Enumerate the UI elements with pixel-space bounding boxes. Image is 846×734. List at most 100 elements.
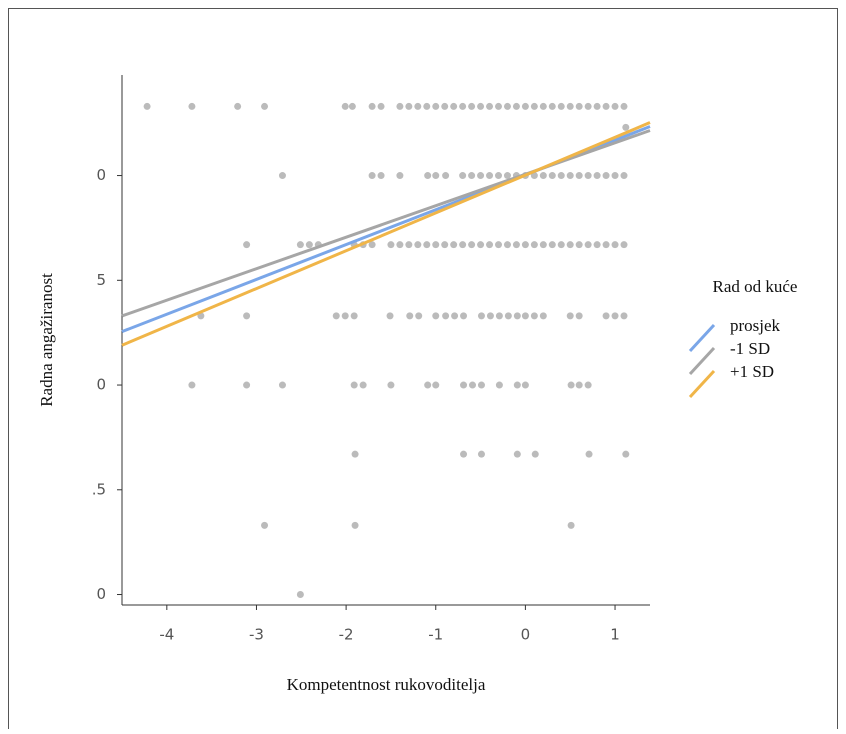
legend-swatch xyxy=(688,369,716,399)
point xyxy=(350,381,358,389)
x-tick-label: -2 xyxy=(339,626,354,644)
point xyxy=(296,591,304,599)
point xyxy=(593,241,601,249)
point xyxy=(575,172,583,180)
point xyxy=(567,521,575,529)
point xyxy=(504,312,512,320)
point xyxy=(539,172,547,180)
point xyxy=(513,381,521,389)
point xyxy=(611,241,619,249)
point xyxy=(575,102,583,110)
point xyxy=(584,172,592,180)
x-tick-label: -4 xyxy=(159,626,174,644)
point xyxy=(557,241,565,249)
point xyxy=(530,102,538,110)
point xyxy=(423,241,431,249)
point xyxy=(278,381,286,389)
point xyxy=(305,241,313,249)
legend-label: prosjek xyxy=(730,316,781,335)
point xyxy=(503,172,511,180)
point xyxy=(332,312,340,320)
point xyxy=(495,312,503,320)
point xyxy=(585,450,593,458)
point xyxy=(611,172,619,180)
point xyxy=(521,102,529,110)
point xyxy=(513,450,521,458)
point xyxy=(432,172,440,180)
point xyxy=(350,312,358,320)
point xyxy=(341,312,349,320)
point xyxy=(602,241,610,249)
point xyxy=(593,172,601,180)
point xyxy=(450,102,458,110)
point xyxy=(261,102,269,110)
point xyxy=(432,241,440,249)
point xyxy=(348,102,356,110)
point xyxy=(521,241,529,249)
point xyxy=(495,381,503,389)
point xyxy=(512,102,520,110)
point xyxy=(495,241,503,249)
point xyxy=(584,381,592,389)
point xyxy=(424,172,432,180)
legend-label: -1 SD xyxy=(730,339,770,358)
y-tick-label: .5 xyxy=(92,480,106,498)
point xyxy=(521,312,529,320)
point xyxy=(477,241,485,249)
point xyxy=(593,102,601,110)
point xyxy=(432,312,440,320)
point xyxy=(468,102,476,110)
point xyxy=(622,450,630,458)
point xyxy=(377,172,385,180)
y-tick-label: 0 xyxy=(96,376,106,394)
point xyxy=(584,241,592,249)
point xyxy=(622,123,630,131)
x-tick-label: -3 xyxy=(249,626,264,644)
legend-title: Rad od kuće xyxy=(713,277,798,296)
regression-line xyxy=(121,129,651,318)
point xyxy=(387,241,395,249)
point xyxy=(243,381,251,389)
point xyxy=(566,172,574,180)
point xyxy=(351,450,359,458)
point xyxy=(477,172,485,180)
point xyxy=(396,172,404,180)
point xyxy=(486,241,494,249)
point xyxy=(539,241,547,249)
point xyxy=(351,521,359,529)
point xyxy=(414,241,422,249)
legend-swatch xyxy=(688,346,716,376)
point xyxy=(477,381,485,389)
point xyxy=(503,102,511,110)
point xyxy=(459,172,467,180)
point xyxy=(432,381,440,389)
y-tick-label: 5 xyxy=(96,271,106,289)
point xyxy=(387,381,395,389)
point xyxy=(468,172,476,180)
point xyxy=(459,241,467,249)
point xyxy=(278,172,286,180)
x-tick-label: 0 xyxy=(521,626,531,644)
point xyxy=(611,312,619,320)
point xyxy=(486,312,494,320)
point xyxy=(557,102,565,110)
point xyxy=(512,241,520,249)
point xyxy=(495,172,503,180)
point xyxy=(423,102,431,110)
legend-swatch xyxy=(688,323,716,353)
point xyxy=(486,172,494,180)
y-axis-label: Radna angažiranost xyxy=(37,273,56,407)
point xyxy=(477,312,485,320)
frame xyxy=(8,8,838,734)
point xyxy=(188,381,196,389)
point xyxy=(575,312,583,320)
point xyxy=(442,312,450,320)
point xyxy=(188,102,196,110)
point xyxy=(584,102,592,110)
point xyxy=(620,102,628,110)
point xyxy=(530,312,538,320)
point xyxy=(405,102,413,110)
point xyxy=(396,102,404,110)
legend-label: +1 SD xyxy=(730,362,774,381)
